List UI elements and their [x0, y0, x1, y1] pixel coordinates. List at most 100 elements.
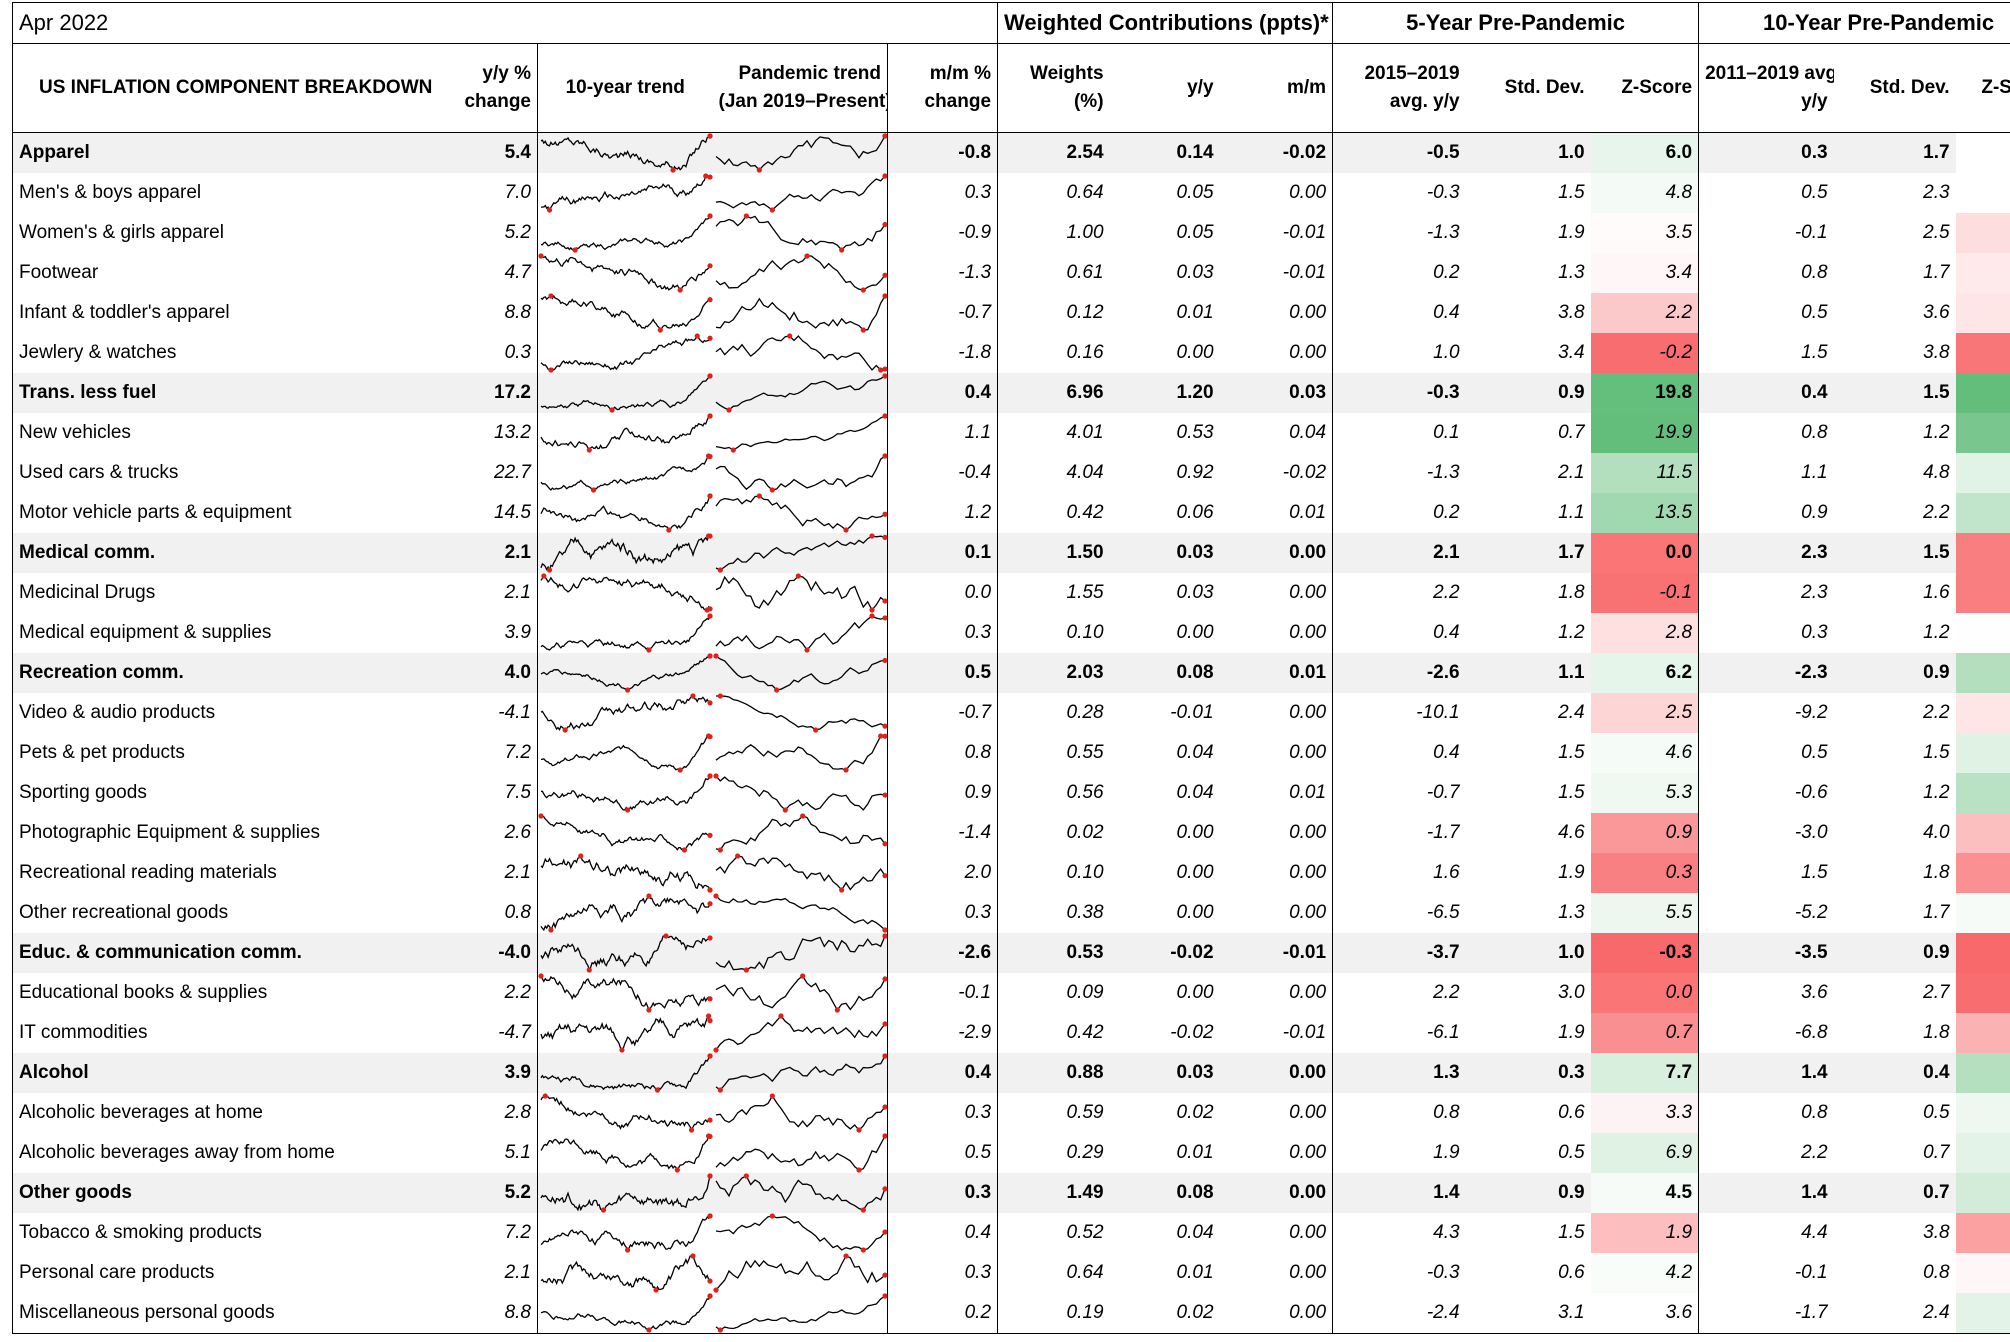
five-year-header: 5-Year Pre-Pandemic: [1333, 3, 1699, 44]
pandemic-sparkline: [713, 893, 888, 933]
sparkline-max-marker: [795, 573, 800, 578]
mm-change: 0.3: [888, 1093, 998, 1133]
avg10: 0.5: [1699, 733, 1834, 773]
sparkline-min-marker: [713, 1287, 718, 1292]
pandemic-sparkline: [713, 1213, 888, 1253]
sparkline-path: [541, 816, 710, 850]
yy-change: 4.7: [505, 262, 531, 284]
sparkline-min-marker: [856, 1167, 861, 1172]
sparkline-last-marker: [882, 873, 887, 878]
sparkline-path: [541, 1136, 710, 1170]
ten-year-sparkline-svg: [538, 1133, 713, 1173]
sparkline-last-marker: [882, 222, 887, 227]
std10: 2.4: [1834, 1293, 1956, 1334]
ten-year-sparkline-svg: [538, 453, 713, 493]
sparkline-max-marker: [695, 333, 700, 338]
sparkline-min-marker: [675, 1167, 680, 1172]
std10: 3.8: [1834, 333, 1956, 373]
ten-year-sparkline-svg: [538, 133, 713, 173]
avg5: 2.2: [1333, 973, 1466, 1013]
pandemic-sparkline-svg: [713, 1173, 888, 1213]
pandemic-sparkline-svg: [713, 573, 888, 613]
sparkline-min-marker: [619, 1047, 624, 1052]
mm-change: 0.1: [888, 533, 998, 573]
ten-year-sparkline: [538, 1293, 713, 1334]
sparkline-min-marker: [769, 487, 774, 492]
component-name: Men's & boys apparel: [19, 182, 201, 204]
std5: 0.9: [1466, 373, 1591, 413]
avg10: 0.8: [1699, 253, 1834, 293]
ten-year-sparkline: [538, 133, 713, 174]
contrib-yy: 0.53: [1110, 413, 1220, 453]
ten-year-sparkline-svg: [538, 1093, 713, 1133]
sparkline-max-marker: [743, 213, 748, 218]
ten-year-sparkline-svg: [538, 293, 713, 333]
contrib-mm: 0.00: [1220, 613, 1333, 653]
sparkline-path: [541, 1176, 710, 1210]
contrib-yy-header: y/y: [1110, 44, 1220, 133]
weight: 1.00: [998, 213, 1110, 253]
sparkline-path: [716, 1136, 885, 1170]
contrib-yy: 0.04: [1110, 773, 1220, 813]
avg5: 0.2: [1333, 253, 1466, 293]
ten-year-sparkline: [538, 1253, 713, 1293]
ten-year-sparkline: [538, 1013, 713, 1053]
sparkline-min-marker: [730, 447, 735, 452]
sparkline-path: [541, 616, 710, 650]
sparkline-last-marker: [707, 734, 712, 739]
sparkline-max-marker: [548, 293, 553, 298]
yy-change: 2.1: [505, 862, 531, 884]
pandemic-sparkline: [713, 173, 888, 213]
pandemic-sparkline: [713, 533, 888, 573]
contrib-yy: 0.02: [1110, 1093, 1220, 1133]
std10: 1.8: [1834, 1013, 1956, 1053]
pandemic-sparkline-svg: [713, 653, 888, 693]
ten-year-sparkline: [538, 533, 713, 573]
z5: -0.3: [1591, 933, 1699, 973]
z10: 2.9: [1956, 173, 2010, 213]
sparkline-max-marker: [538, 813, 543, 818]
mm-change: -1.3: [888, 253, 998, 293]
std5: 0.5: [1466, 1133, 1591, 1173]
column-header-row: US INFLATION COMPONENT BREAKDOWN y/y %ch…: [13, 44, 2010, 133]
std10: 1.5: [1834, 533, 1956, 573]
sparkline-min-marker: [625, 1247, 630, 1252]
std10: 2.2: [1834, 493, 1956, 533]
pandemic-sparkline-svg: [713, 293, 888, 333]
avg10: -6.8: [1699, 1013, 1834, 1053]
std10: 0.9: [1834, 933, 1956, 973]
pandemic-sparkline-svg: [713, 1133, 888, 1173]
yy-change: 17.2: [494, 382, 531, 404]
sparkline-min-marker: [860, 1247, 865, 1252]
avg10: 0.8: [1699, 1093, 1834, 1133]
sparkline-last-marker: [882, 1133, 887, 1138]
ten-year-sparkline: [538, 213, 713, 253]
avg5: -0.3: [1333, 373, 1466, 413]
pandemic-sparkline: [713, 693, 888, 733]
sparkline-last-marker: [882, 1021, 887, 1026]
weight: 0.12: [998, 293, 1110, 333]
sparkline-min-marker: [769, 207, 774, 212]
sparkline-min-marker: [572, 247, 577, 252]
row-name-cell: Medical comm.2.1: [13, 533, 538, 573]
sparkline-min-marker: [547, 567, 552, 572]
component-name: Tobacco & smoking products: [19, 1222, 262, 1244]
avg5: -1.7: [1333, 813, 1466, 853]
weight: 0.59: [998, 1093, 1110, 1133]
sparkline-last-marker: [882, 927, 887, 932]
weight: 0.16: [998, 333, 1110, 373]
sparkline-last-marker: [882, 724, 887, 729]
sparkline-last-marker: [882, 512, 887, 517]
pandemic-sparkline: [713, 1173, 888, 1213]
z10: 11.3: [1956, 373, 2010, 413]
avg10: 0.9: [1699, 493, 1834, 533]
avg5: 0.2: [1333, 493, 1466, 533]
mm-change: -0.7: [888, 293, 998, 333]
std10: 1.2: [1834, 773, 1956, 813]
